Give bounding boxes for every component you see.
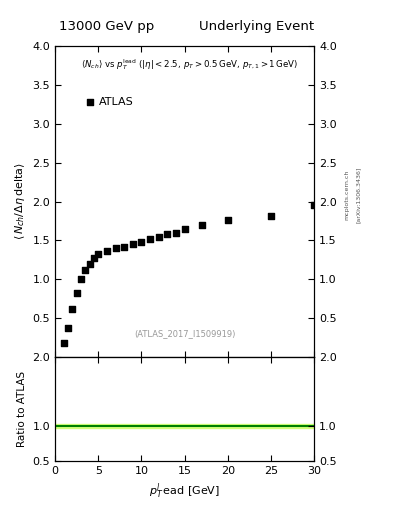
Point	[121, 243, 127, 251]
Text: mcplots.cern.ch: mcplots.cern.ch	[344, 169, 349, 220]
Point	[91, 253, 97, 262]
Point	[138, 238, 145, 246]
Y-axis label: Ratio to ATLAS: Ratio to ATLAS	[17, 371, 27, 447]
Point	[147, 235, 153, 243]
Text: 13000 GeV pp: 13000 GeV pp	[59, 20, 154, 33]
Point	[86, 260, 93, 268]
Point	[82, 266, 88, 274]
Point	[225, 216, 231, 224]
Point	[182, 225, 188, 233]
Point	[112, 244, 119, 252]
Point	[173, 228, 179, 237]
Point	[95, 250, 101, 258]
Point	[268, 211, 274, 220]
Y-axis label: $\langle\,N_{ch}/\Delta\eta\,\mathrm{delta}\rangle$: $\langle\,N_{ch}/\Delta\eta\,\mathrm{del…	[13, 163, 27, 241]
Point	[130, 240, 136, 248]
Point	[104, 246, 110, 254]
Text: $\langle N_{ch}\rangle$ vs $p_T^{\rm lead}$ ($|\eta|<2.5,\,p_T>0.5\,\mathrm{GeV}: $\langle N_{ch}\rangle$ vs $p_T^{\rm lea…	[81, 57, 298, 72]
Point	[311, 201, 318, 209]
Point	[156, 232, 162, 241]
Point	[65, 324, 71, 332]
Text: (ATLAS_2017_I1509919): (ATLAS_2017_I1509919)	[134, 329, 235, 338]
Text: Underlying Event: Underlying Event	[199, 20, 314, 33]
Point	[78, 275, 84, 284]
X-axis label: $p_T^{l}\!$ ead [GeV]: $p_T^{l}\!$ ead [GeV]	[149, 481, 220, 501]
Bar	[55, 424, 314, 429]
Point	[69, 305, 75, 313]
Legend: ATLAS: ATLAS	[81, 92, 138, 111]
Point	[73, 289, 80, 297]
Point	[199, 221, 205, 229]
Point	[61, 339, 67, 347]
Text: [arXiv:1306.3436]: [arXiv:1306.3436]	[356, 166, 361, 223]
Point	[164, 230, 171, 239]
